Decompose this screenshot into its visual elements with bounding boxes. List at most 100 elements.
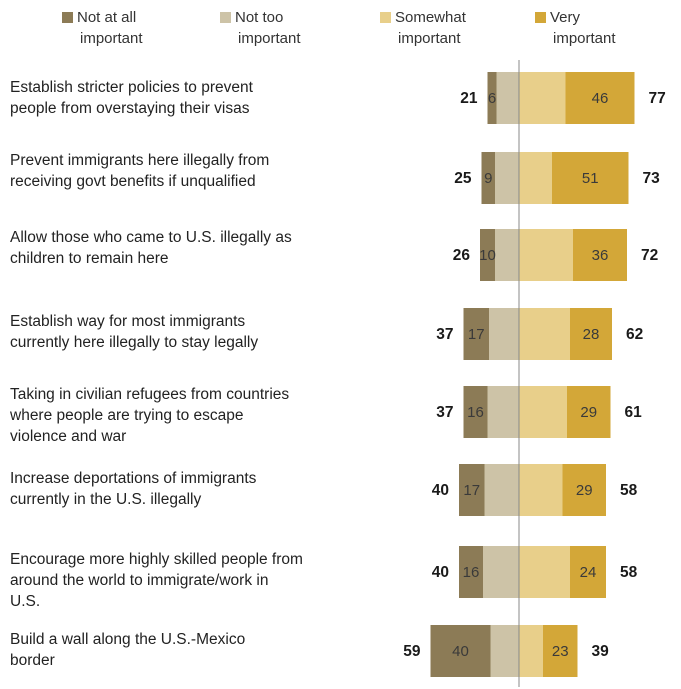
- bar-not-too-important: [495, 229, 519, 281]
- total-important: 62: [626, 326, 643, 343]
- category-label-line: Increase deportations of immigrants: [10, 470, 257, 487]
- bar-row: 17 28 37 62: [436, 308, 643, 360]
- category-label-line: receiving govt benefits if unqualified: [10, 173, 256, 190]
- category-label: Taking in civilian refugees from countri…: [9, 386, 289, 445]
- label-not-at-all-important: 40: [452, 643, 469, 660]
- bar-not-too-important: [487, 386, 519, 438]
- bar-not-too-important: [484, 464, 519, 516]
- total-not-important: 25: [454, 170, 472, 187]
- bar-very-important: [570, 308, 612, 360]
- total-not-important: 37: [436, 326, 453, 343]
- label-not-at-all-important: 10: [479, 247, 496, 264]
- label-not-at-all-important: 16: [467, 404, 484, 421]
- legend-label: Not at all: [77, 9, 136, 26]
- bar-row: 10 36 26 72: [453, 229, 658, 281]
- total-not-important: 26: [453, 247, 471, 264]
- legend-swatch: [220, 12, 231, 23]
- bar-somewhat-important: [519, 152, 552, 204]
- bar-somewhat-important: [519, 308, 570, 360]
- label-not-at-all-important: 17: [463, 482, 480, 499]
- bar-not-at-all-important: [463, 386, 488, 438]
- category-label-line: Prevent immigrants here illegally from: [10, 152, 269, 169]
- bar-not-too-important: [483, 546, 519, 598]
- bars: 6 46 21 77 9 51 25 73 10 36 26 72 17 28 37 62 16 29 37 61 17…: [403, 72, 666, 677]
- category-label: Build a wall along the U.S.-Mexico border: [10, 631, 245, 669]
- label-not-at-all-important: 9: [484, 170, 492, 187]
- category-label-line: Encourage more highly skilled people fro…: [10, 551, 303, 568]
- category-label-line: Taking in civilian refugees from countri…: [10, 386, 289, 403]
- bar-not-too-important: [489, 308, 519, 360]
- bar-not-at-all-important: [459, 546, 483, 598]
- label-very-important: 23: [552, 643, 569, 660]
- bar-very-important: [552, 152, 629, 204]
- label-not-at-all-important: 16: [463, 564, 480, 581]
- total-not-important: 21: [460, 90, 478, 107]
- bar-not-at-all-important: [487, 72, 497, 124]
- category-label-line: U.S.: [10, 593, 40, 610]
- bar-not-at-all-important: [481, 152, 495, 204]
- bar-row: 40 23 59 39: [403, 625, 609, 677]
- total-important: 61: [625, 404, 643, 421]
- total-not-important: 40: [432, 564, 449, 581]
- label-very-important: 28: [583, 326, 600, 343]
- bar-row: 16 24 40 58: [432, 546, 638, 598]
- label-very-important: 24: [580, 564, 597, 581]
- legend-label: important: [553, 30, 616, 47]
- bar-somewhat-important: [519, 229, 573, 281]
- total-not-important: 37: [436, 404, 453, 421]
- bar-not-too-important: [490, 625, 519, 677]
- label-very-important: 29: [580, 404, 597, 421]
- legend-label: Not too: [235, 9, 283, 26]
- bar-row: 9 51 25 73: [454, 152, 660, 204]
- total-important: 58: [620, 482, 638, 499]
- bar-very-important: [567, 386, 611, 438]
- total-important: 77: [649, 90, 666, 107]
- category-label: Allow those who came to U.S. illegally a…: [10, 229, 292, 267]
- category-label-line: border: [10, 652, 55, 669]
- bar-not-at-all-important: [463, 308, 489, 360]
- label-not-at-all-important: 6: [488, 90, 496, 107]
- bar-somewhat-important: [519, 625, 543, 677]
- category-label-line: where people are trying to escape: [9, 407, 244, 424]
- bar-row: 16 29 37 61: [436, 386, 642, 438]
- legend-label: important: [80, 30, 143, 47]
- bar-not-too-important: [495, 152, 519, 204]
- bar-not-at-all-important: [430, 625, 491, 677]
- bar-not-too-important: [496, 72, 519, 124]
- bar-very-important: [543, 625, 578, 677]
- category-label: Establish stricter policies to prevent pe…: [10, 79, 254, 117]
- legend-label: Very: [550, 9, 581, 26]
- legend-swatch: [535, 12, 546, 23]
- category-label-line: currently here illegally to stay legally: [10, 334, 258, 351]
- bar-somewhat-important: [519, 546, 570, 598]
- category-label: Establish way for most immigrants current…: [10, 313, 258, 351]
- category-label-line: Establish way for most immigrants: [10, 313, 245, 330]
- bar-somewhat-important: [519, 72, 566, 124]
- legend-label: important: [238, 30, 301, 47]
- bar-very-important: [570, 546, 606, 598]
- total-not-important: 59: [403, 643, 421, 660]
- bar-not-at-all-important: [480, 229, 495, 281]
- bar-row: 6 46 21 77: [460, 72, 666, 124]
- bar-very-important: [565, 72, 635, 124]
- category-label: Increase deportations of immigrants curre…: [10, 470, 257, 508]
- label-very-important: 29: [576, 482, 593, 499]
- legend-item-very: Very important: [535, 9, 616, 47]
- label-not-at-all-important: 17: [468, 326, 485, 343]
- label-very-important: 36: [592, 247, 609, 264]
- bar-not-at-all-important: [459, 464, 485, 516]
- category-label: Prevent immigrants here illegally from re…: [10, 152, 269, 190]
- category-label-line: children to remain here: [10, 250, 169, 267]
- legend-item-not-too: Not too important: [220, 9, 301, 47]
- category-labels: Establish stricter policies to prevent pe…: [9, 79, 303, 669]
- total-important: 58: [620, 564, 638, 581]
- bar-very-important: [573, 229, 627, 281]
- bar-row: 17 29 40 58: [432, 464, 638, 516]
- category-label-line: violence and war: [10, 428, 126, 445]
- label-very-important: 46: [592, 90, 609, 107]
- category-label-line: people from overstaying their visas: [10, 100, 250, 117]
- category-label: Encourage more highly skilled people fro…: [10, 551, 303, 610]
- category-label-line: Build a wall along the U.S.-Mexico: [10, 631, 245, 648]
